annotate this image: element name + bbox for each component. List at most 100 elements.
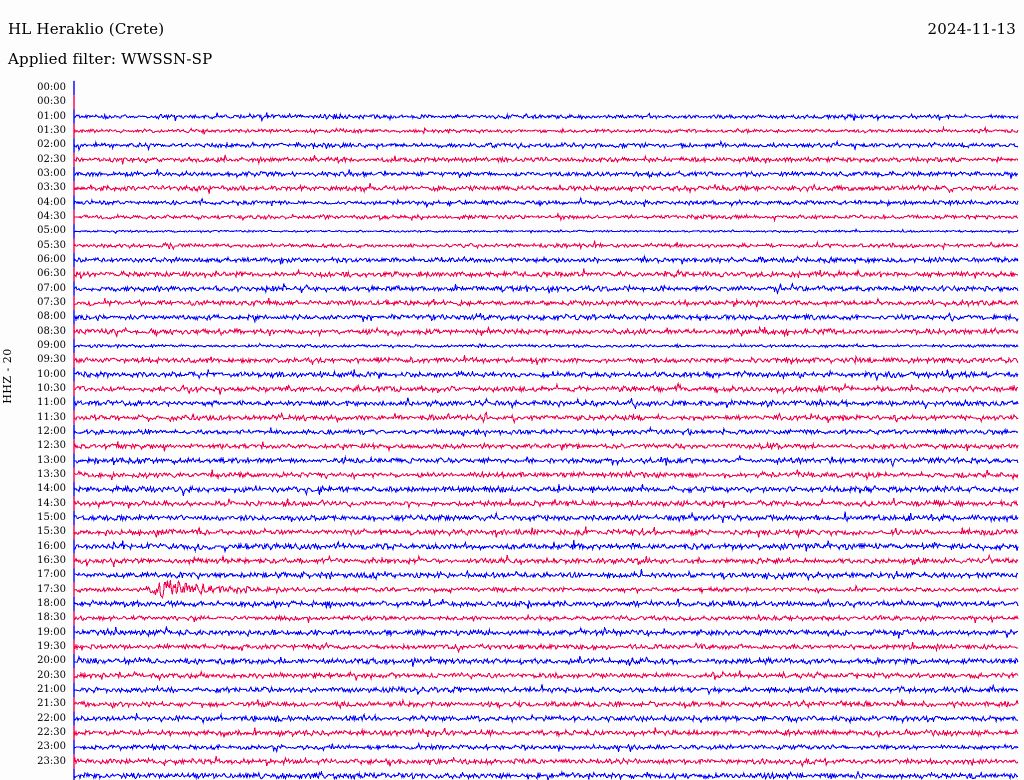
- trace-line: [73, 212, 1019, 223]
- trace-line: [73, 511, 1019, 523]
- time-tick-label: 00:00: [37, 82, 66, 93]
- trace-line: [73, 525, 1019, 539]
- applied-filter-label: Applied filter: WWSSN-SP: [8, 50, 213, 68]
- time-tick-label: 02:00: [37, 139, 66, 151]
- trace-line: [73, 228, 1019, 235]
- trace-line: [73, 125, 1019, 135]
- date-label: 2024-11-13: [927, 20, 1016, 38]
- trace-line: [73, 654, 1019, 667]
- trace-line: [73, 441, 1019, 453]
- time-tick-label: 01:30: [37, 124, 66, 136]
- trace-line: [73, 641, 1019, 654]
- trace-line: [73, 756, 1019, 768]
- time-tick-label: 12:30: [37, 440, 66, 452]
- trace-line: [73, 625, 1019, 639]
- trace-line: [73, 239, 1019, 251]
- trace-line: [73, 325, 1019, 339]
- time-axis: 00:00 00:30 01:00 01:30 02:00 02:30 03:00 03:30…: [0, 80, 70, 780]
- time-tick-label: 06:00: [37, 253, 66, 265]
- time-tick-label: 03:00: [37, 167, 66, 179]
- trace-line: [73, 669, 1019, 682]
- trace-line: [73, 539, 1019, 554]
- trace-line: [73, 354, 1019, 366]
- trace-line: [73, 698, 1019, 711]
- time-tick-label: 15:30: [37, 526, 66, 538]
- time-tick-label: 03:30: [37, 182, 66, 194]
- time-tick-label: 14:30: [37, 497, 66, 509]
- time-tick-label: 18:30: [37, 612, 66, 624]
- trace-line: [73, 381, 1019, 395]
- trace-line: [73, 254, 1019, 265]
- trace-line: [73, 311, 1019, 324]
- time-tick-label: 10:00: [37, 368, 66, 380]
- time-tick-label: 00:30: [37, 96, 66, 108]
- time-tick-label: 06:30: [37, 268, 66, 280]
- seismogram-traces: [73, 80, 1019, 780]
- trace-line: [73, 497, 1019, 510]
- page-title: HL Heraklio (Crete): [8, 20, 165, 38]
- time-tick-label: 04:00: [37, 196, 66, 208]
- trace-line: [73, 369, 1019, 382]
- time-tick-label: 01:00: [37, 110, 66, 122]
- trace-line: [73, 196, 1019, 209]
- time-tick-label: 08:00: [37, 311, 66, 323]
- time-tick-label: 13:00: [37, 454, 66, 466]
- trace-line: [73, 112, 1019, 123]
- trace-line: [73, 683, 1019, 696]
- trace-line: [73, 425, 1019, 438]
- time-tick-label: 19:30: [37, 640, 66, 652]
- time-tick-label: 05:00: [37, 225, 66, 237]
- time-tick-label: 11:30: [37, 411, 66, 423]
- time-tick-label: 21:30: [37, 698, 66, 710]
- trace-line: [73, 454, 1019, 468]
- time-tick-label: 12:00: [37, 425, 66, 437]
- time-tick-label: 20:00: [37, 655, 66, 667]
- time-tick-label: 07:00: [37, 282, 66, 294]
- time-tick-label: 21:00: [37, 683, 66, 695]
- trace-line: [73, 469, 1019, 481]
- time-tick-label: 02:30: [37, 153, 66, 165]
- trace-line: [73, 579, 1019, 600]
- trace-line: [73, 154, 1019, 165]
- trace-line: [73, 727, 1019, 739]
- time-tick-label: 05:30: [37, 239, 66, 251]
- time-tick-label: 18:00: [37, 597, 66, 609]
- time-tick-label: 07:30: [37, 296, 66, 308]
- trace-line: [73, 411, 1019, 425]
- time-tick-label: 16:30: [37, 554, 66, 566]
- time-tick-label: 04:30: [37, 210, 66, 222]
- time-tick-label: 16:00: [37, 540, 66, 552]
- time-tick-label: 08:30: [37, 325, 66, 337]
- time-tick-label: 17:00: [37, 569, 66, 581]
- trace-line: [73, 182, 1019, 195]
- seismogram-plot: [72, 80, 1020, 780]
- trace-line: [73, 712, 1019, 725]
- time-tick-label: 11:00: [37, 397, 66, 409]
- time-tick-label: 22:30: [37, 726, 66, 738]
- time-tick-label: 22:00: [37, 712, 66, 724]
- time-tick-label: 19:00: [37, 626, 66, 638]
- trace-line: [73, 770, 1019, 780]
- trace-line: [73, 741, 1019, 754]
- trace-line: [73, 139, 1019, 152]
- time-tick-label: 10:30: [37, 382, 66, 394]
- time-tick-label: 14:00: [37, 483, 66, 495]
- trace-line: [73, 397, 1019, 410]
- time-tick-label: 09:30: [37, 354, 66, 366]
- trace-line: [73, 613, 1019, 624]
- header: HL Heraklio (Crete) Applied filter: WWSS…: [0, 0, 1024, 78]
- trace-line: [73, 268, 1019, 280]
- time-tick-label: 23:30: [37, 755, 66, 767]
- time-tick-label: 20:30: [37, 669, 66, 681]
- trace-line: [73, 297, 1019, 308]
- time-tick-label: 09:00: [37, 339, 66, 351]
- trace-line: [73, 553, 1019, 567]
- time-tick-label: 15:00: [37, 511, 66, 523]
- trace-line: [73, 598, 1019, 610]
- trace-line: [73, 281, 1019, 296]
- time-tick-label: 23:00: [37, 741, 66, 753]
- trace-line: [73, 342, 1019, 350]
- time-tick-label: 17:30: [37, 583, 66, 595]
- time-tick-label: 13:30: [37, 468, 66, 480]
